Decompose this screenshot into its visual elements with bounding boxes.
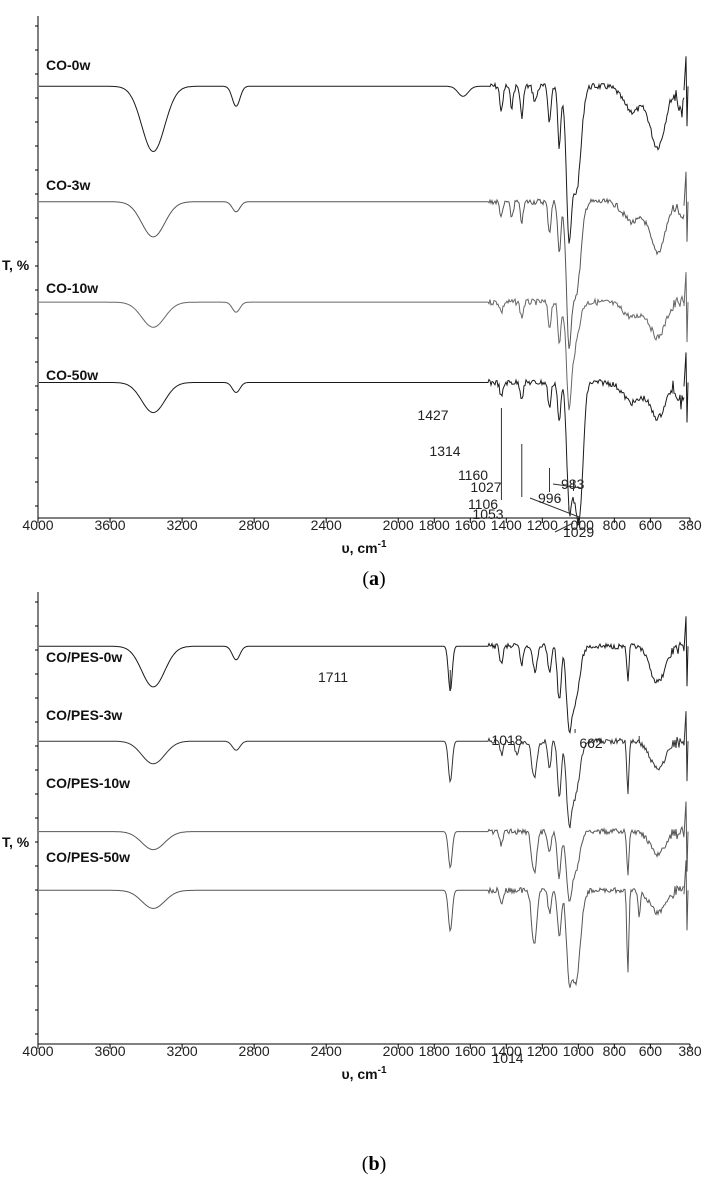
x-tick-label: 1600	[455, 517, 486, 533]
series-line-co-10w	[39, 294, 685, 411]
x-tick-label: 2400	[311, 517, 342, 533]
x-tick-label: 3600	[94, 517, 125, 533]
series-label: CO-3w	[46, 177, 90, 193]
peak-annotation: 996	[538, 490, 562, 506]
series-label: CO-0w	[46, 57, 90, 73]
chart-panel-a: 4000 3600 3200 2800 2400 2000 1800 1600 1400 1200…	[2, 16, 702, 556]
x-tick-label: 4000	[22, 1043, 53, 1059]
annotation-leader	[552, 483, 582, 489]
x-tick-label: 600	[639, 517, 663, 533]
peak-annotation: 1160	[458, 467, 488, 483]
series-line-co-3w	[39, 197, 685, 349]
y-axis-label: T, %	[2, 834, 30, 850]
x-tick-label: 800	[603, 517, 627, 533]
series-end-spike	[683, 860, 689, 931]
x-tick-label: 380	[678, 1043, 702, 1059]
series-line-co-pes-50w	[39, 884, 684, 988]
series-label: CO-50w	[46, 367, 98, 383]
chart-panel-b: 4000 3600 3200 2800 2400 2000 1800 1600 1400 1200…	[2, 592, 702, 1082]
series-line-co-pes-10w	[39, 825, 685, 902]
series-label: CO/PES-0w	[46, 649, 122, 665]
series-end-spike	[683, 171, 689, 242]
series-label: CO/PES-3w	[46, 707, 122, 723]
x-tick-label: 3600	[94, 1043, 125, 1059]
series-line-co-pes-0w	[39, 641, 685, 734]
series-line-co-pes-3w	[39, 736, 685, 829]
x-tick-label: 2400	[311, 1043, 342, 1059]
series-label: CO/PES-10w	[46, 775, 130, 791]
x-axis-label: υ, cm-1	[341, 539, 387, 556]
x-tick-label: 2800	[239, 1043, 270, 1059]
x-tick-label: 600	[639, 1043, 663, 1059]
series-label: CO/PES-50w	[46, 849, 130, 865]
panel-label: (a)	[362, 568, 385, 590]
x-tick-label: 380	[678, 517, 702, 533]
x-tick-label: 3200	[167, 517, 198, 533]
y-axis-label: T, %	[2, 257, 30, 273]
panel-label: (b)	[362, 1153, 386, 1175]
x-tick-label: 1000	[563, 1043, 594, 1059]
peak-annotation: 1106	[468, 496, 498, 512]
peak-annotation: 1711	[318, 669, 348, 685]
series-end-spike	[683, 56, 689, 127]
peak-annotation: 1018	[491, 732, 522, 748]
x-tick-label: 1400	[491, 517, 522, 533]
series-end-spike	[683, 272, 689, 343]
annotation-leader	[529, 497, 580, 518]
x-tick-label: 2000	[383, 1043, 414, 1059]
peak-annotation: 662	[579, 735, 603, 751]
peak-annotation: 983	[561, 476, 585, 492]
series-line-co-50w	[39, 378, 685, 527]
peak-annotation: 1027	[470, 479, 501, 495]
x-tick-label: 1200	[527, 517, 558, 533]
series-end-spike	[683, 711, 689, 782]
x-tick-label: 1600	[455, 1043, 486, 1059]
series-line-co-0w	[39, 81, 685, 244]
peak-annotation: 1314	[429, 443, 460, 459]
x-tick-label: 1800	[419, 517, 450, 533]
peak-annotation: 1014	[492, 1050, 523, 1066]
x-tick-label: 1400	[491, 1043, 522, 1059]
x-tick-label: 4000	[22, 517, 53, 533]
series-label: CO-10w	[46, 280, 98, 296]
series-end-spike	[683, 352, 689, 423]
peak-annotation: 1053	[472, 506, 503, 522]
x-tick-label: 2000	[383, 517, 414, 533]
peak-annotation: 1427	[417, 407, 448, 423]
x-tick-label: 2800	[239, 517, 270, 533]
peak-annotation: 1029	[563, 524, 594, 540]
x-tick-label: 1800	[419, 1043, 450, 1059]
x-tick-label: 1200	[527, 1043, 558, 1059]
x-axis-label: υ, cm-1	[341, 1065, 387, 1082]
annotation-leader	[554, 522, 574, 533]
series-end-spike	[683, 616, 689, 687]
x-tick-label: 3200	[167, 1043, 198, 1059]
series-end-spike	[683, 801, 689, 872]
x-tick-label: 800	[603, 1043, 627, 1059]
